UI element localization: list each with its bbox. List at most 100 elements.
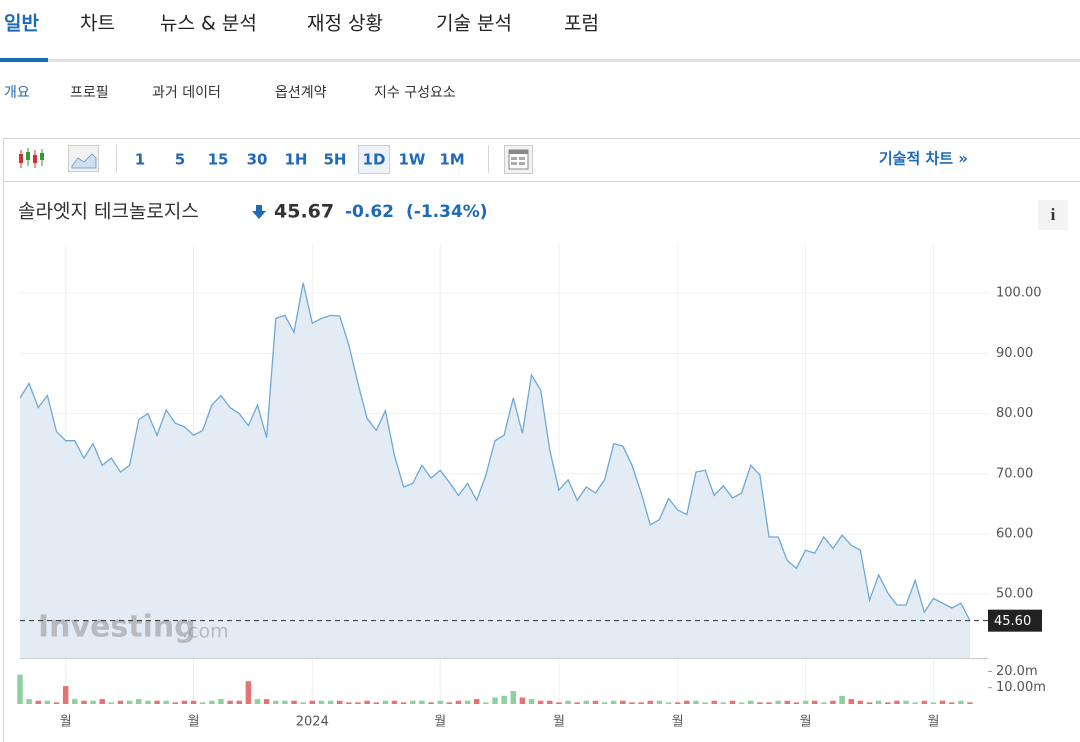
volume-bar [136,699,142,704]
volume-bar [400,702,407,704]
volume-bar [26,699,32,704]
volume-bar [967,702,973,704]
volume-bar [875,700,882,704]
interval-button[interactable]: 5H [324,151,347,169]
info-icon[interactable]: i [1051,205,1056,224]
y-tick-label: 100.00 [996,286,1042,301]
volume-tick-label: 10.00m [996,680,1046,695]
volume-bar [583,700,590,704]
volume-bar [802,700,809,704]
volume-bar [766,702,772,704]
volume-bar [419,700,425,704]
x-tick-label: 월 [434,715,446,730]
volume-bar [391,700,398,704]
sub-tab[interactable]: 개요 [4,85,30,101]
volume-bar [62,686,69,704]
volume-bar [99,699,105,704]
volume-bar [775,700,781,704]
interval-button[interactable]: 30 [247,151,268,169]
volume-bar [665,702,672,704]
interval-button[interactable]: 1 [135,151,145,169]
volume-bar [611,700,617,704]
area-icon[interactable] [68,145,99,172]
volume-bar [757,702,763,704]
last-price-label: 45.60 [994,614,1031,629]
volume-bar [464,700,471,704]
y-tick-label: 90.00 [996,346,1033,361]
interval-button[interactable]: 1H [285,151,308,169]
volume-bar [620,700,626,704]
sub-tab[interactable]: 과거 데이터 [152,85,221,101]
volume-bar [574,702,580,704]
x-tick-label: 월 [553,715,565,730]
info-button[interactable] [1038,200,1068,230]
volume-bar [510,690,517,704]
y-tick-label: 60.00 [996,526,1033,541]
candle-icon[interactable] [19,148,44,168]
volume-bar [17,674,23,704]
volume-bar [547,700,553,704]
volume-bar [537,700,544,704]
volume-bar [848,699,854,704]
nav-tab[interactable]: 뉴스 & 분석 [160,13,257,35]
volume-bar [227,700,233,704]
interval-button[interactable]: 15 [208,151,229,169]
volume-bar [866,702,873,704]
interval-button[interactable]: 1W [399,151,426,169]
y-tick-label: 50.00 [996,587,1033,602]
sub-tab[interactable]: 프로필 [70,85,109,101]
y-tick-label: 80.00 [996,406,1033,421]
volume-bar [410,700,416,704]
volume-bar [738,702,745,704]
volume-bar [181,700,188,704]
nav-tab[interactable]: 차트 [80,13,115,35]
nav-tab[interactable]: 일반 [4,13,39,35]
volume-bar [528,699,535,704]
volume-bar [556,702,562,704]
volume-bar [35,700,42,704]
volume-bar [327,700,334,704]
volume-bar [245,681,252,704]
volume-bar [346,702,352,704]
volume-bar [172,702,179,704]
volume-bar [108,702,115,704]
interval-button[interactable]: 1D [363,151,386,169]
nav-tab[interactable]: 기술 분석 [436,13,512,35]
volume-bar [126,700,133,704]
volume-tick-label: 20.0m [996,664,1038,679]
interval-button[interactable]: 1M [439,151,464,169]
sub-tab[interactable]: 옵션계약 [275,85,327,101]
volume-bar [81,700,87,704]
price-area [20,282,970,658]
volume-bar [857,700,864,704]
volume-bar [318,700,325,704]
technical-chart-link[interactable]: 기술적 차트 » [879,150,968,168]
volume-bar [885,702,891,704]
x-tick-label: 월 [60,715,72,730]
volume-bar [948,702,955,704]
volume-bar [72,699,78,704]
volume-bar [565,700,571,704]
down-arrow [252,205,266,219]
stock-price: 45.67 [274,201,334,223]
y-tick-label: 70.00 [996,466,1033,481]
volume-bar [793,702,800,704]
volume-bar [254,699,261,704]
nav-tab[interactable]: 포럼 [564,13,599,35]
x-tick-label: 월 [188,715,200,730]
volume-bar [483,702,489,704]
volume-bar [190,700,197,704]
nav-tab[interactable]: 재정 상황 [307,13,383,35]
volume-bar [44,700,51,704]
interval-button[interactable]: 5 [175,151,185,169]
volume-bar [748,700,754,704]
sub-tab[interactable]: 지수 구성요소 [374,85,456,101]
volume-bar [209,700,215,704]
volume-bar [382,700,389,704]
volume-bar [473,699,480,704]
calendar-icon[interactable] [504,145,533,174]
volume-bar [428,702,434,704]
volume-bar [373,702,379,704]
